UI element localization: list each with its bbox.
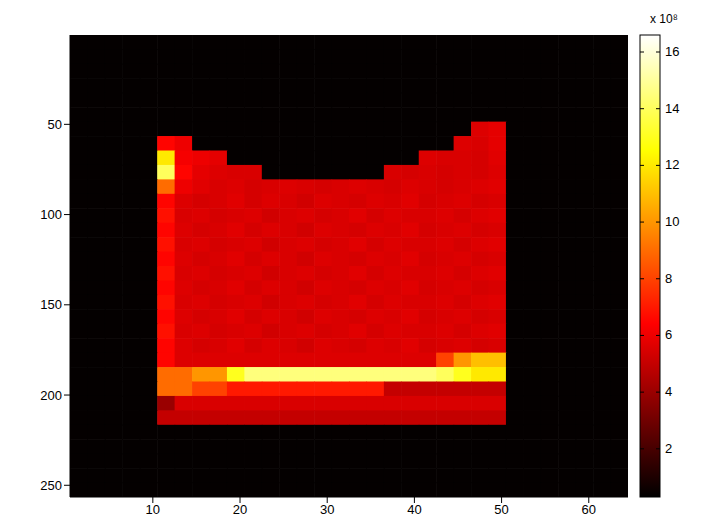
- svg-text:4: 4: [665, 384, 672, 399]
- svg-text:10: 10: [146, 502, 160, 517]
- svg-text:16: 16: [665, 44, 679, 59]
- svg-text:20: 20: [233, 502, 247, 517]
- svg-text:200: 200: [40, 388, 62, 403]
- svg-text:100: 100: [40, 207, 62, 222]
- svg-text:150: 150: [40, 297, 62, 312]
- svg-text:50: 50: [48, 117, 62, 132]
- svg-text:50: 50: [494, 502, 508, 517]
- svg-text:10: 10: [665, 214, 679, 229]
- svg-text:250: 250: [40, 478, 62, 493]
- svg-text:12: 12: [665, 157, 679, 172]
- svg-text:6: 6: [665, 327, 672, 342]
- svg-text:14: 14: [665, 101, 679, 116]
- svg-text:x 10⁸: x 10⁸: [650, 12, 678, 26]
- svg-text:2: 2: [665, 441, 672, 456]
- svg-text:8: 8: [665, 271, 672, 286]
- svg-text:40: 40: [407, 502, 421, 517]
- svg-text:60: 60: [582, 502, 596, 517]
- svg-text:30: 30: [320, 502, 334, 517]
